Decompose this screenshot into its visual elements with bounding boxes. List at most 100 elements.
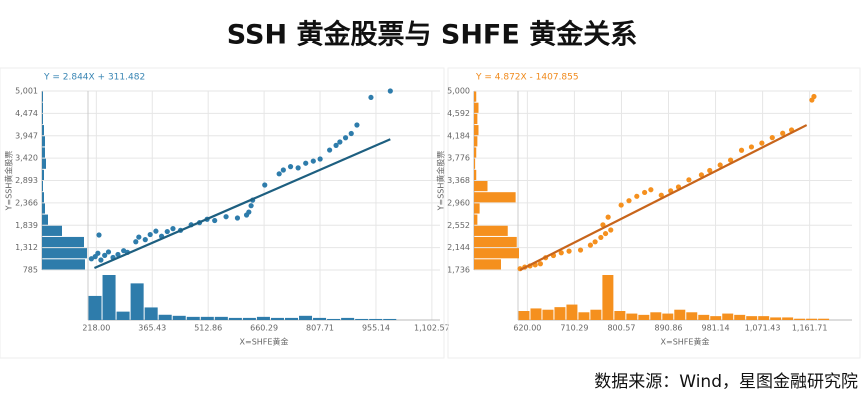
x-tick-label: 218.00 [82,324,110,333]
scatter-point [577,247,584,253]
x-histogram-bar [214,316,228,320]
x-tick-label: 710.29 [560,324,588,333]
scatter-point [317,156,323,162]
x-histogram-bar [794,318,806,320]
y-histogram-bar [42,125,44,136]
scatter-point [658,192,664,198]
scatter-point [727,157,734,163]
x-histogram-bar [746,316,758,320]
x-histogram-bar [554,307,566,320]
x-tick-label: 1,161.71 [792,324,828,333]
y-histogram-bar [474,136,478,147]
scatter-point [136,234,142,240]
x-tick-label: 800.57 [607,324,635,333]
y-tick-label: 2,960 [447,198,470,207]
x-histogram-bar [650,312,662,320]
y-tick-label: 4,592 [447,109,470,118]
scatter-point [342,135,349,141]
scatter-point [387,88,393,94]
scatter-point [303,160,309,166]
scatter-point [368,94,374,101]
scatter-point [248,203,254,209]
scatter-point [287,164,294,170]
trend-line [519,124,808,271]
y-histogram-bar [474,214,478,225]
scatter-point [608,227,614,233]
scatter-point [337,139,343,145]
x-histogram-bar [578,312,590,320]
x-tick-label: 512.86 [194,324,222,333]
y-histogram-bar [42,236,84,248]
x-histogram-bar [710,316,722,320]
x-histogram-bar [186,316,200,320]
scatter-point [566,248,572,254]
source-note: 数据来源：Wind，星图金融研究院 [594,372,858,392]
x-histogram-bar [758,316,770,320]
x-histogram-bar [313,317,327,320]
scatter-point [592,239,598,245]
x-tick-label: 660.29 [250,324,278,333]
scatter-point [698,172,705,178]
x-histogram-bar [602,275,614,320]
x-histogram-bar [172,315,186,320]
y-histogram-bar [42,113,43,125]
x-histogram-bar [806,318,818,320]
scatter-point [262,182,268,188]
x-histogram-bar [284,317,299,320]
y-histogram-bar [42,214,48,225]
x-histogram-bar [530,308,542,320]
y-tick-label: 1,839 [15,221,38,230]
scatter-point [537,261,544,267]
y-histogram-bar [42,259,85,270]
x-tick-label: 981.14 [702,324,730,333]
y-tick-label: 4,474 [15,109,38,118]
x-histogram-bar [566,304,578,320]
x-histogram-bar [686,312,698,320]
x-tick-label: 955.14 [362,324,390,333]
scatter-point [602,230,609,237]
y-histogram-bar [474,91,477,102]
y-histogram-bar [42,136,45,147]
scatter-point [170,226,176,232]
scatter-point [769,135,775,141]
x-histogram-bar [130,283,144,320]
y-histogram-bar [474,192,516,203]
y-tick-label: 3,368 [447,176,470,185]
x-histogram-bar [698,314,710,320]
scatter-point [558,250,564,256]
y-tick-label: 2,144 [447,243,470,252]
x-histogram-bar [734,314,746,320]
y-tick-label: 3,776 [447,154,470,163]
regression-label: Y = 4.872X - 1407.855 [475,73,579,83]
y-histogram-bar [474,169,477,180]
y-histogram-bar [42,147,45,158]
y-histogram-bar [474,236,517,248]
scatter-point [102,252,108,258]
x-tick-label: 1,071.43 [745,324,781,333]
scatter-point [354,122,360,128]
y-histogram-bar [474,259,501,270]
y-tick-label: 1,736 [447,266,470,275]
scatter-point [133,239,139,245]
x-histogram-bar [116,311,130,320]
regression-label: Y = 2.844X + 311.482 [43,73,145,83]
scatter-point [642,189,648,196]
x-tick-label: 890.86 [655,324,683,333]
x-histogram-bar [674,309,686,320]
x-histogram-bar [518,311,530,320]
scatter-point [310,158,316,164]
x-histogram-bar [614,311,626,320]
scatter-point [142,237,148,243]
scatter-point [780,130,786,136]
page-title: SSH 黄金股票与 SHFE 黄金关系 [227,19,637,51]
y-histogram-bar [474,158,476,169]
y-tick-label: 1,312 [15,243,38,252]
y-histogram-bar [42,91,43,102]
y-histogram-bar [474,113,478,125]
scatter-point [147,231,153,238]
scatter-point [738,147,745,153]
chart-frame [447,67,861,359]
scatter-point [246,209,252,215]
x-tick-label: 365.43 [138,324,166,333]
